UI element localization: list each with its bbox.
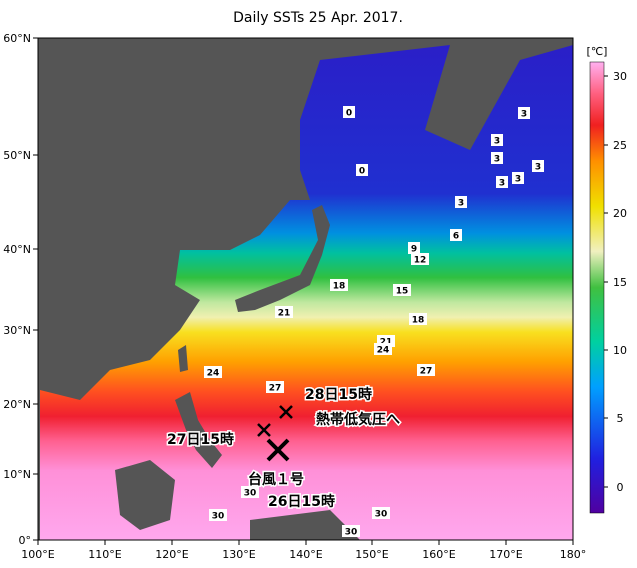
contour-label: 3	[535, 163, 541, 173]
contour-label-box	[342, 525, 360, 537]
contour-label-box	[241, 486, 259, 498]
mark-26	[266, 438, 290, 462]
colorbar-label: 5	[617, 412, 624, 425]
contour-label: 15	[396, 287, 409, 297]
japan	[235, 205, 330, 312]
contour-label-box	[518, 107, 530, 119]
contour-label: 30	[212, 512, 225, 522]
colorbar-label: 25	[613, 139, 627, 152]
annotation: 台風１号	[248, 471, 304, 488]
lon-label: 140°E	[289, 548, 322, 561]
contour-label-box	[512, 172, 524, 184]
colorbar-label: 15	[613, 276, 627, 289]
contour-label-box	[266, 381, 284, 393]
lat-label: 40°N	[3, 243, 31, 256]
contour-label: 18	[412, 316, 425, 326]
contour-label: 30	[345, 528, 358, 538]
colorbar-label: 0	[617, 481, 624, 494]
colorbar-unit: [℃]	[587, 45, 608, 58]
annotation: 27日15時	[167, 431, 234, 448]
contour-label-box	[409, 313, 427, 325]
contour-label: 3	[499, 179, 505, 189]
typhoon-track	[257, 405, 293, 462]
contour-label-box	[491, 134, 503, 146]
map	[38, 38, 573, 540]
contour-label: 27	[269, 384, 282, 394]
contour-label: 0	[359, 167, 365, 177]
contour-label: 0	[346, 109, 352, 119]
contour-label-box	[393, 284, 411, 296]
contour-label-box	[496, 176, 508, 188]
lat-label: 30°N	[3, 324, 31, 337]
borneo	[115, 460, 175, 530]
colorbar-label: 20	[613, 207, 627, 220]
contour-label-box	[374, 343, 392, 355]
contour-label: 6	[453, 232, 459, 242]
colorbar-label: 10	[613, 344, 627, 357]
contour-label: 3	[494, 137, 500, 147]
lon-label: 110°E	[88, 548, 121, 561]
contour-label: 9	[411, 245, 417, 255]
contour-label: 3	[521, 110, 527, 120]
contour-label: 30	[375, 510, 388, 520]
contour-label-box	[330, 279, 348, 291]
contour-label-box	[450, 229, 462, 241]
philippines	[175, 392, 222, 468]
contour-label: 24	[207, 369, 220, 379]
lat-label: 20°N	[3, 398, 31, 411]
mark-28	[279, 405, 293, 419]
new-guinea	[250, 510, 360, 540]
mark-27	[257, 423, 271, 437]
annotation: 28日15時	[305, 386, 372, 403]
contour-label: 3	[515, 175, 521, 185]
contour-label-box	[204, 366, 222, 378]
colorbar	[589, 61, 605, 514]
lon-label: 120°E	[155, 548, 188, 561]
contour-label: 3	[458, 199, 464, 209]
contour-label-box	[532, 160, 544, 172]
annotation: 熱帯低気圧へ	[316, 411, 400, 428]
contour-label-box	[491, 152, 503, 164]
lat-label: 60°N	[3, 32, 31, 45]
contour-label: 3	[494, 155, 500, 165]
contour-label-box	[343, 106, 355, 118]
contour-label-box	[408, 242, 420, 254]
contour-label-box	[411, 253, 429, 265]
contour-label-box	[372, 507, 390, 519]
contour-label: 21	[278, 309, 291, 319]
lon-label: 130°E	[222, 548, 255, 561]
contour-label: 21	[380, 338, 393, 348]
lat-label: 50°N	[3, 149, 31, 162]
contour-label-box	[417, 364, 435, 376]
title: Daily SSTs 25 Apr. 2017.	[233, 10, 403, 26]
contour-label-box	[275, 306, 293, 318]
contour-label-box	[356, 164, 368, 176]
contour-label: 12	[414, 256, 427, 266]
lat-label: 0°	[19, 534, 32, 547]
lon-label: 180°	[560, 548, 587, 561]
lon-label: 160°E	[422, 548, 455, 561]
lat-label: 10°N	[3, 468, 31, 481]
lon-label: 100°E	[21, 548, 54, 561]
contour-label: 18	[333, 282, 346, 292]
lon-label: 170°E	[489, 548, 522, 561]
ocean	[40, 45, 573, 540]
lon-label: 150°E	[355, 548, 388, 561]
contour-label: 30	[244, 489, 257, 499]
contour-label: 27	[420, 367, 433, 377]
colorbar-label: 30	[613, 70, 627, 83]
taiwan	[178, 345, 188, 372]
contour-label-box	[209, 509, 227, 521]
contour-label: 24	[377, 346, 390, 356]
annotation: 26日15時	[268, 493, 335, 510]
contour-label-box	[455, 196, 467, 208]
